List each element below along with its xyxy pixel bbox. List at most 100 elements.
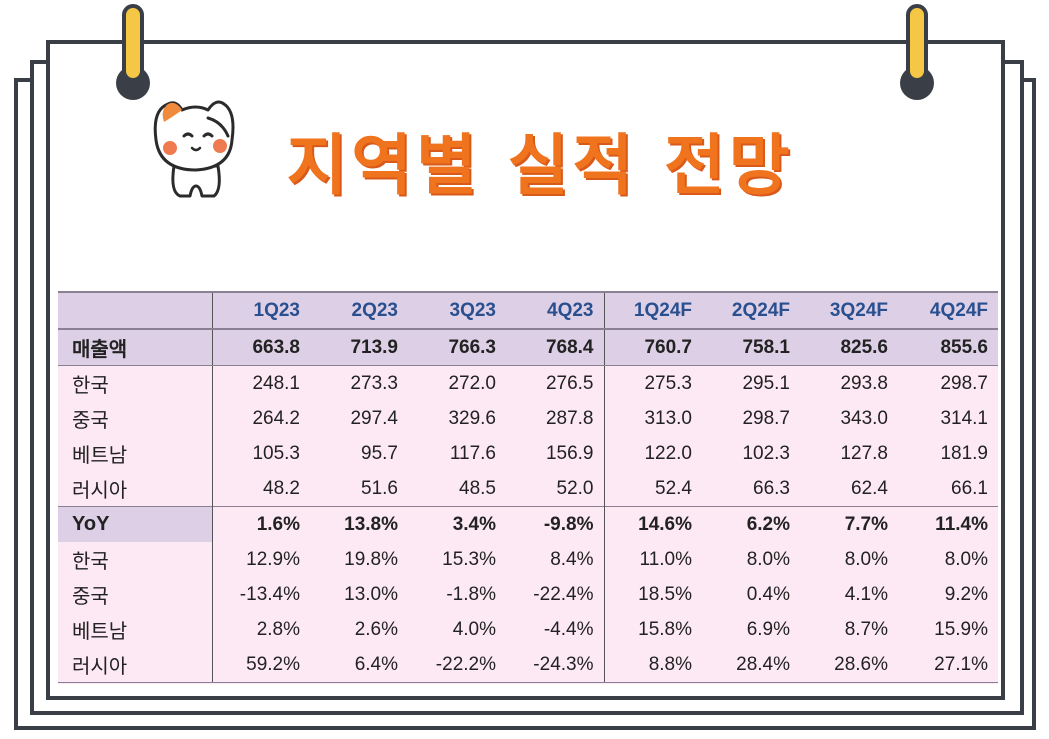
table-cell: 11.4%	[898, 506, 998, 542]
table-cell: 48.5	[459, 477, 496, 499]
table-cell: 117.6	[449, 442, 496, 464]
table-corner-cell	[58, 291, 212, 330]
table-cell: 12.9%	[211, 542, 310, 577]
table-cell: 122.0	[603, 436, 702, 471]
table-cell: 15.9%	[934, 618, 988, 640]
table-cell: 8.7%	[844, 618, 888, 640]
row-label: 매출액	[58, 329, 212, 366]
table-cell: 295.1	[742, 372, 790, 394]
row-label: 베트남	[72, 445, 128, 467]
binder-ring-left-icon	[116, 4, 150, 106]
table-cell: 298.7	[940, 372, 988, 394]
table-cell: 28.6%	[800, 647, 898, 683]
column-header: 2Q24F	[702, 291, 800, 330]
table-cell: 9.2%	[944, 583, 988, 605]
table-cell: 2.8%	[211, 612, 310, 647]
table-cell: 275.3	[603, 365, 702, 401]
column-header: 1Q23	[211, 291, 310, 330]
table-cell: 13.8%	[310, 506, 408, 542]
table-row: 중국 -13.4% 13.0% -1.8% -22.4% 18.5% 0.4% 4.1% 9.2…	[58, 577, 998, 612]
table-cell: 1.6%	[211, 506, 310, 542]
table-cell: 8.0%	[746, 548, 790, 570]
table-cell: 264.2	[211, 401, 310, 436]
table-cell: 52.4	[603, 471, 702, 507]
table-cell: 156.9	[545, 442, 594, 464]
table-cell: 314.1	[940, 407, 988, 429]
table-cell: 181.9	[940, 442, 988, 464]
table-row: YoY 1.6% 13.8% 3.4% -9.8% 14.6% 6.2% 7.7% 11.4%	[58, 506, 998, 542]
regional-forecast-table: 1Q23 2Q23 3Q23 4Q23 1Q24F 2Q24F 3Q24F 4Q…	[58, 291, 998, 683]
table-cell: 8.8%	[603, 647, 702, 683]
table-row: 매출액 663.8 713.9 766.3 768.4 760.7 758.1 825.6 85…	[58, 329, 998, 366]
table-cell: 760.7	[603, 329, 702, 366]
table-cell: 273.3	[350, 372, 398, 394]
table-cell: 6.2%	[702, 506, 800, 542]
table-cell: 13.0%	[344, 583, 398, 605]
table-cell: 663.8	[211, 329, 310, 366]
table-cell: 313.0	[603, 401, 702, 436]
table-cell: 766.3	[408, 329, 506, 366]
table-cell: 15.8%	[603, 612, 702, 647]
table-cell: 59.2%	[211, 647, 310, 683]
table-cell: 2.6%	[354, 618, 398, 640]
table-cell: 52.0	[556, 477, 594, 499]
table-cell: 758.1	[702, 329, 800, 366]
table-cell: 66.3	[753, 477, 790, 499]
row-label: 베트남	[72, 621, 128, 643]
table-header-row: 1Q23 2Q23 3Q23 4Q23 1Q24F 2Q24F 3Q24F 4Q…	[58, 291, 998, 330]
table-cell: -22.4%	[533, 583, 594, 605]
table-cell: 293.8	[840, 372, 888, 394]
table-cell: 8.4%	[550, 548, 594, 570]
row-label: 러시아	[58, 647, 212, 683]
table-cell: 825.6	[800, 329, 898, 366]
table-cell: 297.4	[350, 407, 398, 429]
table-row: 한국 248.1 273.3 272.0 276.5 275.3 295.1 293.8 298…	[58, 365, 998, 401]
table-cell: 7.7%	[800, 506, 898, 542]
row-label: YoY	[58, 506, 212, 542]
table-cell: -9.8%	[506, 506, 604, 542]
table-cell: -13.4%	[211, 577, 310, 612]
table-row: 베트남 105.3 95.7 117.6 156.9 122.0 102.3 127.8 181…	[58, 436, 998, 471]
binder-ring-right-icon	[900, 4, 934, 106]
table-row: 러시아 48.2 51.6 48.5 52.0 52.4 66.3 62.4 66.1	[58, 471, 998, 507]
cat-mascot-icon	[153, 100, 235, 198]
table-cell: -24.3%	[506, 647, 604, 683]
table-cell: 6.4%	[310, 647, 408, 683]
table-row: 중국 264.2 297.4 329.6 287.8 313.0 298.7 343.0 314…	[58, 401, 998, 436]
table-cell: 48.2	[211, 471, 310, 507]
table-cell: 11.0%	[603, 542, 702, 577]
table-cell: 8.0%	[844, 548, 888, 570]
table-cell: 3.4%	[408, 506, 506, 542]
table-cell: 343.0	[840, 407, 888, 429]
table-cell: 127.8	[840, 442, 888, 464]
table-cell: 8.0%	[944, 548, 988, 570]
column-header: 1Q24F	[603, 291, 702, 330]
table-cell: 102.3	[742, 442, 790, 464]
table-cell: 28.4%	[702, 647, 800, 683]
table-cell: -22.2%	[408, 647, 506, 683]
table-cell: 14.6%	[603, 506, 702, 542]
table-cell: 713.9	[310, 329, 408, 366]
column-header: 4Q24F	[898, 291, 998, 330]
table-row: 러시아 59.2% 6.4% -22.2% -24.3% 8.8% 28.4% 28.6% 27…	[58, 647, 998, 683]
table-cell: 855.6	[898, 329, 998, 366]
table-cell: 62.4	[851, 477, 888, 499]
table-cell: 768.4	[506, 329, 604, 366]
table-cell: 51.6	[361, 477, 398, 499]
table-cell: -1.8%	[446, 583, 496, 605]
table-cell: 6.9%	[746, 618, 790, 640]
table-cell: 4.1%	[844, 583, 888, 605]
table-cell: 95.7	[361, 442, 398, 464]
table-cell: 298.7	[742, 407, 790, 429]
row-label: 러시아	[72, 480, 128, 502]
table-row: 한국 12.9% 19.8% 15.3% 8.4% 11.0% 8.0% 8.0% 8.0%	[58, 542, 998, 577]
forecast-table-container: 1Q23 2Q23 3Q23 4Q23 1Q24F 2Q24F 3Q24F 4Q…	[58, 291, 998, 684]
column-header: 3Q23	[408, 291, 506, 330]
table-cell: 66.1	[951, 477, 988, 499]
column-header: 3Q24F	[800, 291, 898, 330]
table-cell: 105.3	[211, 436, 310, 471]
row-label: 한국	[72, 375, 109, 397]
table-cell: 248.1	[211, 365, 310, 401]
table-cell: 15.3%	[442, 548, 496, 570]
table-cell: 0.4%	[746, 583, 790, 605]
